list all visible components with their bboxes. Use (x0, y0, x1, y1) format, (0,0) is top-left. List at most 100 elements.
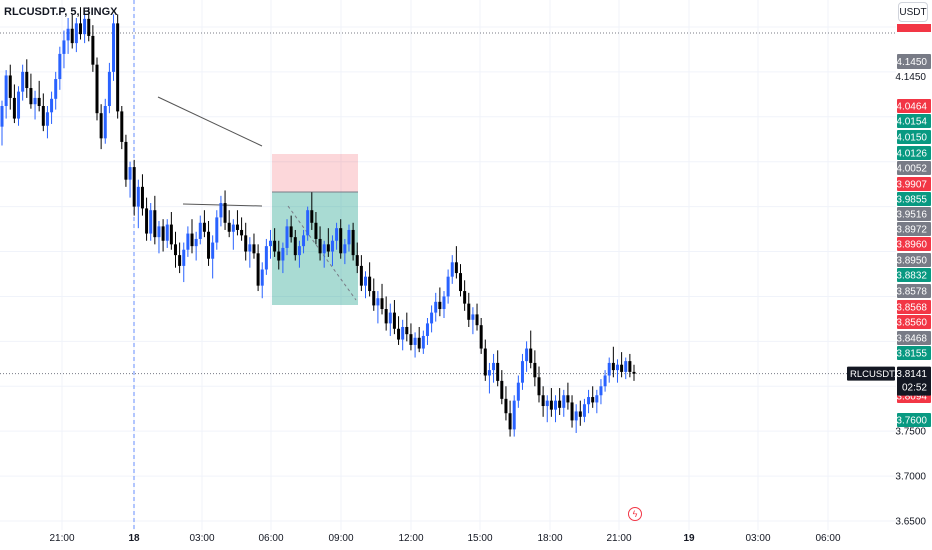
candle-body (615, 364, 619, 371)
candle-body (541, 395, 545, 407)
candle-body (343, 244, 347, 254)
candle (29, 73, 33, 109)
price-label: 3.8832 (896, 268, 931, 282)
candle (500, 370, 504, 405)
price-label-box (897, 99, 931, 113)
candle-body (450, 262, 454, 277)
x-tick-label: 21:00 (606, 533, 631, 544)
price-label-text: 3.9516 (896, 210, 927, 221)
x-tick-label: 18:00 (537, 533, 562, 544)
candle-body (41, 106, 45, 126)
candle (116, 14, 120, 119)
position-path-line (287, 205, 357, 301)
candle (74, 17, 78, 53)
candle (145, 197, 149, 241)
candle (256, 244, 260, 292)
candle (244, 222, 248, 261)
candle (306, 206, 310, 241)
candle (124, 134, 128, 187)
candle (120, 106, 124, 150)
candle-body (136, 186, 140, 207)
candle-body (599, 386, 603, 396)
lightning-icon[interactable]: ϟ (628, 507, 642, 521)
candle (182, 242, 186, 283)
candle (107, 62, 111, 114)
candle-body (355, 255, 359, 266)
x-tick-label: 06:00 (258, 533, 283, 544)
x-tick-label: 18 (128, 533, 140, 544)
candle-body (549, 400, 553, 410)
candle-body (186, 233, 190, 250)
candle (545, 395, 549, 423)
x-tick-label: 09:00 (328, 533, 353, 544)
price-label: 3.9516 (896, 207, 931, 221)
candle-body (578, 411, 582, 417)
price-label-box (897, 146, 931, 160)
candle-body (554, 400, 558, 410)
candle-body (54, 79, 58, 99)
candle-body (45, 112, 49, 126)
candle-body (128, 167, 132, 180)
candle-body (8, 75, 12, 98)
currency-button[interactable]: USDT (898, 2, 928, 22)
price-label-box (897, 300, 931, 314)
candle-body (508, 413, 512, 430)
lower-trendline (182, 203, 263, 207)
price-label: 4.0150 (896, 130, 931, 144)
candle-body (558, 400, 562, 408)
candle (615, 359, 619, 383)
candle (549, 388, 553, 417)
candle (277, 240, 281, 270)
candle (595, 389, 599, 414)
candle-body (149, 210, 153, 234)
candle-body (107, 71, 111, 106)
candle-body (4, 75, 8, 106)
candle-body (173, 244, 177, 256)
candle-body (384, 309, 388, 324)
candle-body (380, 298, 384, 310)
x-tick-label: 03:00 (189, 533, 214, 544)
candle-body (21, 71, 25, 92)
candle (41, 93, 45, 132)
candle-body (248, 244, 252, 252)
candle (153, 195, 157, 245)
price-label-text: 3.8960 (896, 240, 927, 251)
candle (198, 215, 202, 245)
price-label: 4.0464 (896, 99, 931, 113)
candle-body (302, 235, 306, 247)
candle-body (322, 244, 326, 254)
price-label-text: 3.8468 (896, 334, 927, 345)
candle-body (211, 242, 215, 259)
candle (359, 255, 363, 292)
candle-body (454, 262, 458, 274)
candle (397, 316, 401, 345)
candle (132, 159, 136, 216)
price-label-text: 4.0126 (896, 149, 927, 160)
candle-body (632, 371, 636, 374)
candle-body (0, 106, 4, 127)
candle-body (372, 291, 376, 306)
candle-body (178, 255, 182, 266)
candle (541, 386, 545, 417)
price-label: 3.8972 (896, 222, 931, 236)
candle (264, 238, 268, 275)
candle-body (153, 210, 157, 238)
candle (211, 235, 215, 279)
candle-body (475, 314, 479, 326)
y-tick-label: 3.7000 (895, 472, 926, 483)
candle-body (83, 18, 87, 35)
candle-body (169, 224, 173, 245)
candle-body (70, 28, 74, 44)
candle-body (314, 222, 318, 239)
price-label-box (897, 114, 931, 128)
candle (169, 212, 173, 250)
x-tick-label: 19 (683, 533, 695, 544)
candle (388, 303, 392, 336)
candle-body (66, 28, 70, 41)
candle-body (574, 411, 578, 421)
price-label-box (897, 130, 931, 144)
candle (351, 222, 355, 261)
candle-body (364, 276, 368, 286)
